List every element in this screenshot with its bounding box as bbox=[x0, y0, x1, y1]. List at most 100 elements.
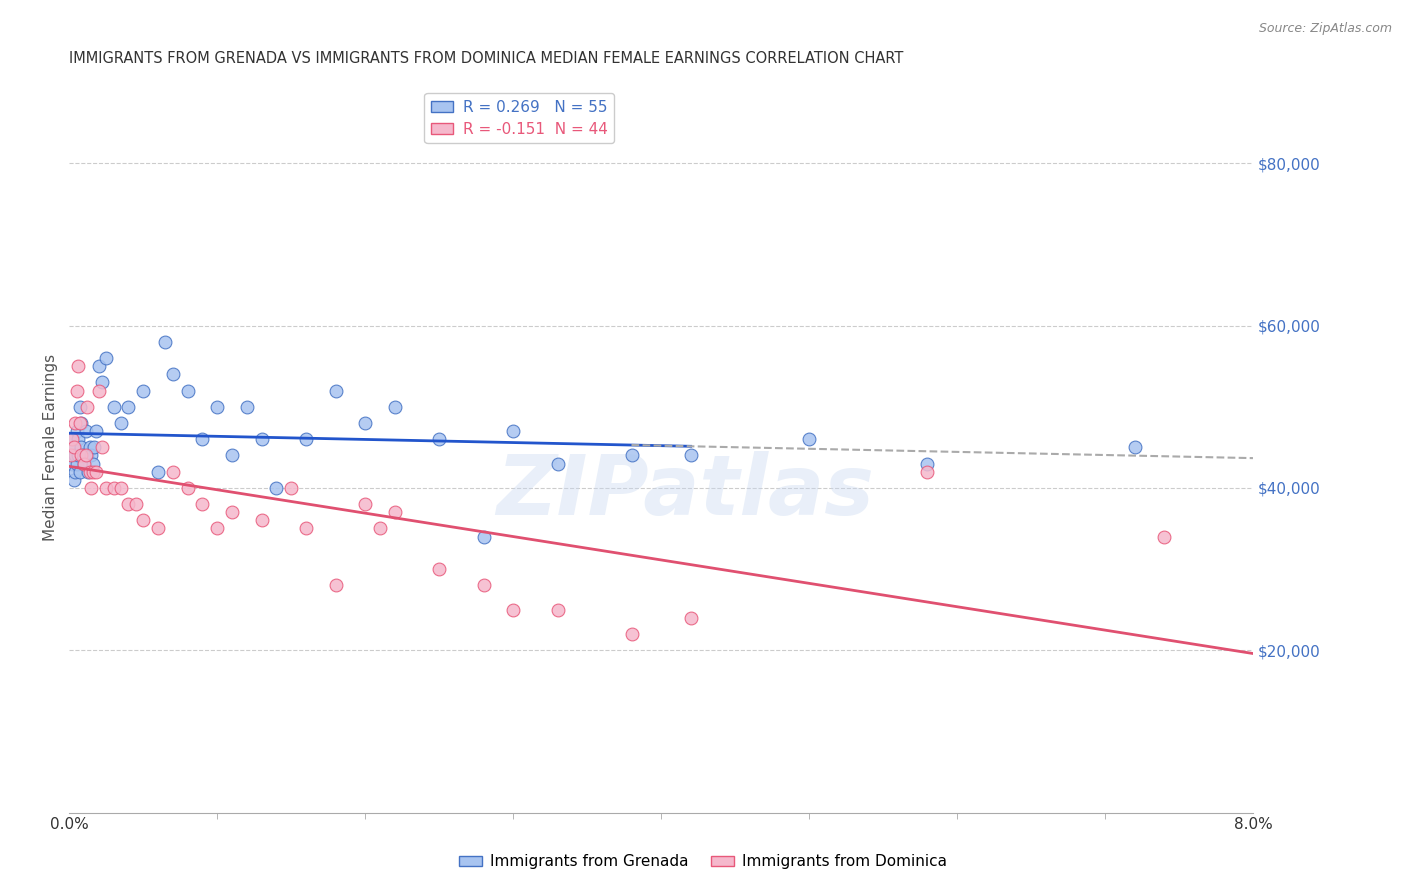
Point bbox=[62, 440, 84, 454]
Point bbox=[63, 416, 86, 430]
Point bbox=[354, 416, 377, 430]
Point bbox=[384, 400, 406, 414]
Point bbox=[73, 457, 96, 471]
Point bbox=[77, 465, 100, 479]
Point bbox=[87, 384, 110, 398]
Point bbox=[132, 513, 155, 527]
Point bbox=[75, 449, 97, 463]
Point bbox=[797, 432, 820, 446]
Point bbox=[176, 481, 198, 495]
Point bbox=[90, 376, 112, 390]
Point bbox=[295, 432, 318, 446]
Point bbox=[70, 440, 93, 454]
Point bbox=[67, 449, 90, 463]
Point bbox=[67, 359, 90, 374]
Point bbox=[72, 449, 94, 463]
Point bbox=[205, 521, 228, 535]
Point bbox=[679, 449, 702, 463]
Point bbox=[280, 481, 302, 495]
Point bbox=[547, 457, 569, 471]
Point bbox=[427, 562, 450, 576]
Point bbox=[295, 521, 318, 535]
Point bbox=[176, 384, 198, 398]
Point bbox=[69, 465, 91, 479]
Point bbox=[1123, 440, 1146, 454]
Point bbox=[67, 432, 90, 446]
Point bbox=[59, 449, 82, 463]
Point bbox=[90, 440, 112, 454]
Legend: R = 0.269   N = 55, R = -0.151  N = 44: R = 0.269 N = 55, R = -0.151 N = 44 bbox=[425, 94, 613, 144]
Point bbox=[103, 481, 125, 495]
Point bbox=[80, 481, 103, 495]
Point bbox=[110, 416, 132, 430]
Point bbox=[63, 449, 86, 463]
Point bbox=[620, 449, 643, 463]
Point bbox=[146, 465, 169, 479]
Point bbox=[679, 611, 702, 625]
Point bbox=[250, 513, 273, 527]
Point bbox=[221, 449, 243, 463]
Point bbox=[82, 465, 104, 479]
Point bbox=[368, 521, 391, 535]
Point bbox=[325, 384, 347, 398]
Point bbox=[76, 449, 98, 463]
Point bbox=[146, 521, 169, 535]
Point bbox=[82, 457, 104, 471]
Point bbox=[266, 481, 288, 495]
Point bbox=[79, 465, 101, 479]
Point bbox=[110, 481, 132, 495]
Point bbox=[250, 432, 273, 446]
Legend: Immigrants from Grenada, Immigrants from Dominica: Immigrants from Grenada, Immigrants from… bbox=[453, 848, 953, 875]
Point bbox=[117, 497, 139, 511]
Point bbox=[96, 481, 118, 495]
Point bbox=[75, 424, 97, 438]
Point bbox=[60, 432, 83, 446]
Point bbox=[79, 440, 101, 454]
Point bbox=[84, 424, 107, 438]
Point bbox=[70, 449, 93, 463]
Point bbox=[191, 432, 214, 446]
Point bbox=[63, 465, 86, 479]
Point bbox=[384, 505, 406, 519]
Point bbox=[502, 602, 524, 616]
Point bbox=[69, 400, 91, 414]
Point bbox=[66, 384, 89, 398]
Point bbox=[205, 400, 228, 414]
Point bbox=[87, 359, 110, 374]
Point bbox=[60, 432, 83, 446]
Point bbox=[125, 497, 148, 511]
Point bbox=[84, 465, 107, 479]
Y-axis label: Median Female Earnings: Median Female Earnings bbox=[44, 354, 58, 541]
Point bbox=[155, 334, 177, 349]
Text: IMMIGRANTS FROM GRENADA VS IMMIGRANTS FROM DOMINICA MEDIAN FEMALE EARNINGS CORRE: IMMIGRANTS FROM GRENADA VS IMMIGRANTS FR… bbox=[69, 51, 904, 66]
Point bbox=[620, 627, 643, 641]
Point bbox=[70, 416, 93, 430]
Point bbox=[917, 457, 939, 471]
Point bbox=[547, 602, 569, 616]
Point bbox=[917, 465, 939, 479]
Point bbox=[76, 400, 98, 414]
Point bbox=[427, 432, 450, 446]
Point bbox=[117, 400, 139, 414]
Point bbox=[62, 440, 84, 454]
Text: Source: ZipAtlas.com: Source: ZipAtlas.com bbox=[1258, 22, 1392, 36]
Point bbox=[103, 400, 125, 414]
Point bbox=[66, 424, 89, 438]
Point bbox=[162, 465, 184, 479]
Point bbox=[66, 457, 89, 471]
Point bbox=[60, 457, 83, 471]
Point bbox=[69, 416, 91, 430]
Point bbox=[59, 449, 82, 463]
Point bbox=[1153, 530, 1175, 544]
Point bbox=[162, 368, 184, 382]
Point bbox=[354, 497, 377, 511]
Point bbox=[132, 384, 155, 398]
Point bbox=[191, 497, 214, 511]
Point bbox=[236, 400, 259, 414]
Text: ZIPatlas: ZIPatlas bbox=[496, 450, 873, 532]
Point bbox=[83, 440, 105, 454]
Point bbox=[73, 457, 96, 471]
Point bbox=[96, 351, 118, 365]
Point bbox=[502, 424, 524, 438]
Point bbox=[221, 505, 243, 519]
